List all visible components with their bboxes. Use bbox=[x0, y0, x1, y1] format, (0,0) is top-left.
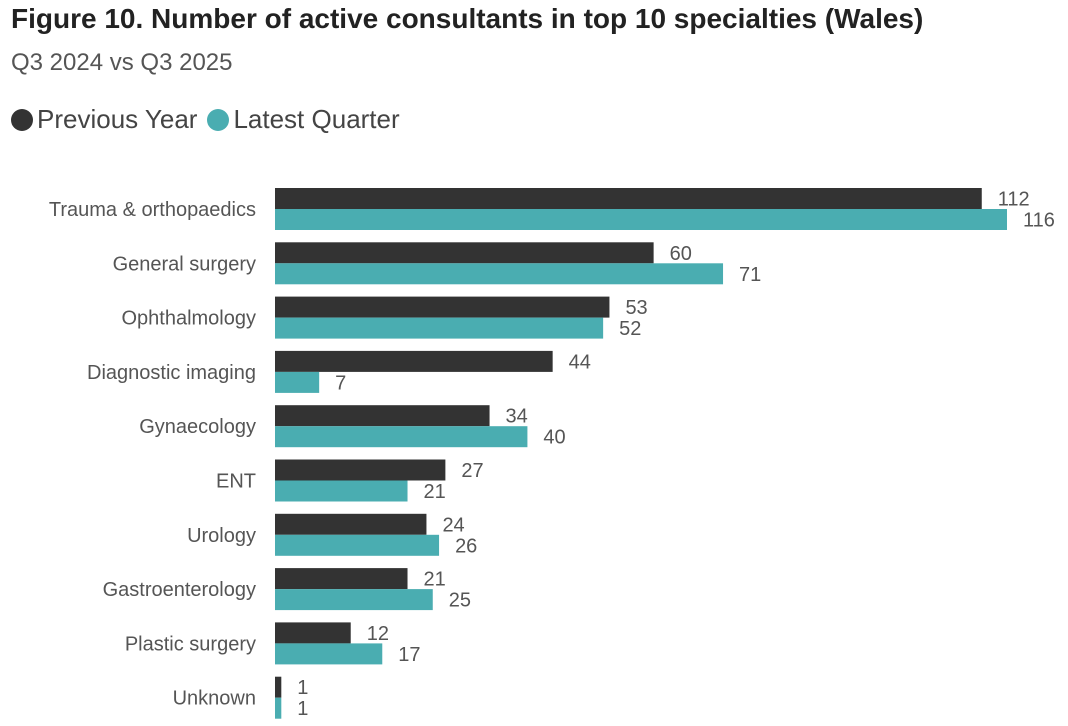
value-label-latest-quarter-diagnostic-imaging: 7 bbox=[335, 372, 346, 394]
value-label-previous-year-diagnostic-imaging: 44 bbox=[569, 351, 591, 373]
chart-subtitle: Q3 2024 vs Q3 2025 bbox=[11, 49, 233, 76]
category-label-gastroenterology: Gastroenterology bbox=[103, 579, 256, 601]
category-label-trauma-and-orthopaedics: Trauma & orthopaedics bbox=[49, 199, 256, 221]
legend-marker-previous-year bbox=[11, 108, 33, 131]
value-label-previous-year-unknown: 1 bbox=[297, 677, 308, 699]
legend-marker-latest-quarter bbox=[207, 108, 230, 131]
value-label-previous-year-ophthalmology: 53 bbox=[625, 297, 647, 319]
value-label-latest-quarter-gastroenterology: 25 bbox=[449, 590, 471, 612]
value-label-previous-year-trauma-and-orthopaedics: 112 bbox=[998, 189, 1030, 211]
category-label-diagnostic-imaging: Diagnostic imaging bbox=[87, 362, 256, 384]
bar-latest-quarter-urology bbox=[275, 534, 440, 556]
value-label-latest-quarter-ent: 21 bbox=[424, 481, 446, 503]
category-label-ophthalmology: Ophthalmology bbox=[121, 308, 256, 330]
bar-previous-year-unknown bbox=[275, 676, 282, 698]
bar-previous-year-ophthalmology bbox=[275, 296, 610, 318]
value-label-latest-quarter-trauma-and-orthopaedics: 116 bbox=[1023, 210, 1055, 232]
value-label-previous-year-gynaecology: 34 bbox=[506, 406, 528, 428]
category-label-general-surgery: General surgery bbox=[113, 253, 256, 275]
legend-item-latest-quarter: Latest Quarter bbox=[207, 104, 400, 135]
bar-previous-year-diagnostic-imaging bbox=[275, 350, 553, 372]
chart-title: Figure 10. Number of active consultants … bbox=[11, 3, 924, 34]
bar-latest-quarter-ophthalmology bbox=[275, 317, 604, 339]
category-label-unknown: Unknown bbox=[173, 688, 256, 710]
value-label-latest-quarter-urology: 26 bbox=[455, 535, 477, 557]
bar-latest-quarter-gastroenterology bbox=[275, 589, 433, 611]
value-label-previous-year-gastroenterology: 21 bbox=[424, 569, 446, 591]
value-label-latest-quarter-plastic-surgery: 17 bbox=[398, 644, 420, 666]
bar-previous-year-trauma-and-orthopaedics bbox=[275, 188, 982, 209]
legend-item-previous-year: Previous Year bbox=[11, 104, 197, 135]
value-label-latest-quarter-ophthalmology: 52 bbox=[619, 318, 641, 340]
bar-latest-quarter-general-surgery bbox=[275, 263, 724, 285]
value-label-previous-year-urology: 24 bbox=[442, 514, 464, 536]
bar-latest-quarter-gynaecology bbox=[275, 426, 528, 448]
bar-latest-quarter-unknown bbox=[275, 697, 282, 719]
legend-label-previous-year: Previous Year bbox=[37, 104, 198, 134]
value-label-latest-quarter-unknown: 1 bbox=[297, 698, 308, 720]
value-label-latest-quarter-general-surgery: 71 bbox=[739, 264, 761, 286]
bar-previous-year-ent bbox=[275, 459, 446, 481]
bar-latest-quarter-plastic-surgery bbox=[275, 643, 383, 665]
bar-latest-quarter-trauma-and-orthopaedics bbox=[275, 209, 1007, 230]
bar-previous-year-general-surgery bbox=[275, 242, 654, 264]
value-label-previous-year-ent: 27 bbox=[461, 460, 483, 482]
bar-latest-quarter-diagnostic-imaging bbox=[275, 371, 320, 393]
value-label-latest-quarter-gynaecology: 40 bbox=[543, 427, 565, 449]
category-label-gynaecology: Gynaecology bbox=[139, 416, 256, 438]
bar-latest-quarter-ent bbox=[275, 480, 408, 502]
value-label-previous-year-plastic-surgery: 12 bbox=[367, 623, 389, 645]
bar-previous-year-gastroenterology bbox=[275, 568, 408, 590]
category-label-ent: ENT bbox=[216, 471, 256, 493]
bar-previous-year-plastic-surgery bbox=[275, 622, 351, 644]
bar-previous-year-urology bbox=[275, 513, 427, 535]
legend-label-latest-quarter: Latest Quarter bbox=[233, 104, 400, 134]
bar-previous-year-gynaecology bbox=[275, 405, 490, 427]
legend: Previous Year Latest Quarter bbox=[11, 104, 410, 135]
value-label-previous-year-general-surgery: 60 bbox=[670, 243, 692, 265]
category-label-plastic-surgery: Plastic surgery bbox=[125, 633, 256, 655]
category-label-urology: Urology bbox=[187, 525, 256, 547]
